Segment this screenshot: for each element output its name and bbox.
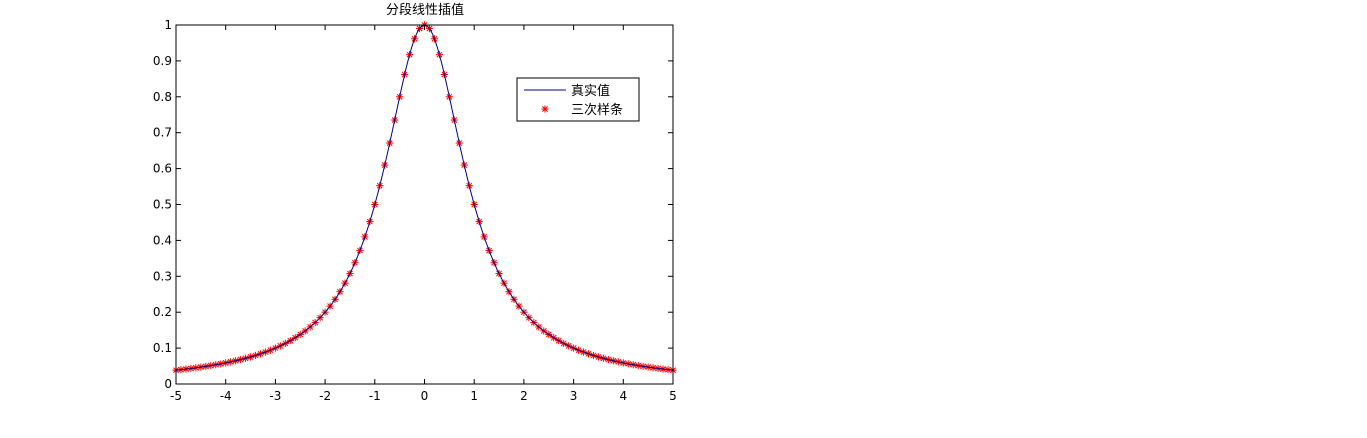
y-tick-label: 0.3 <box>153 269 172 283</box>
x-tick-label: -1 <box>369 389 381 403</box>
legend: 真实值 三次样条 <box>516 77 640 122</box>
x-tick-label: -2 <box>319 389 331 403</box>
y-tick-label: 0.9 <box>153 54 172 68</box>
legend-label-true: 真实值 <box>571 83 610 99</box>
y-tick-label: 0.4 <box>153 233 172 247</box>
chart-title: 分段线性插值 <box>386 2 464 18</box>
legend-asterisk <box>541 105 549 113</box>
y-tick-label: 0.1 <box>153 341 172 355</box>
y-tick-label: 0.7 <box>153 126 172 140</box>
x-tick-label: -3 <box>269 389 281 403</box>
x-tick-label: 4 <box>619 389 627 403</box>
legend-label-spline: 三次样条 <box>571 102 623 118</box>
y-tick-label: 0.5 <box>153 198 172 212</box>
y-tick-label: 0.2 <box>153 305 172 319</box>
x-tick-label: 5 <box>669 389 677 403</box>
x-tick-label: 0 <box>421 389 429 403</box>
x-tick-label: 2 <box>520 389 528 403</box>
y-tick-label: 0.8 <box>153 90 172 104</box>
x-tick-label: -5 <box>170 389 182 403</box>
legend-box <box>516 77 640 122</box>
y-tick-label: 1 <box>164 18 172 32</box>
y-tick-label: 0 <box>164 377 172 391</box>
x-tick-label: 1 <box>470 389 478 403</box>
legend-marker-swatch <box>541 105 549 113</box>
x-tick-label: 3 <box>570 389 578 403</box>
y-tick-label: 0.6 <box>153 162 172 176</box>
x-tick-label: -4 <box>220 389 232 403</box>
axis-ticks: -5 -4 -3 -2 -1 0 1 2 3 4 5 0 0.1 0.2 0.3 0.4 0.5 0.6 0.7 0.… <box>153 18 677 403</box>
